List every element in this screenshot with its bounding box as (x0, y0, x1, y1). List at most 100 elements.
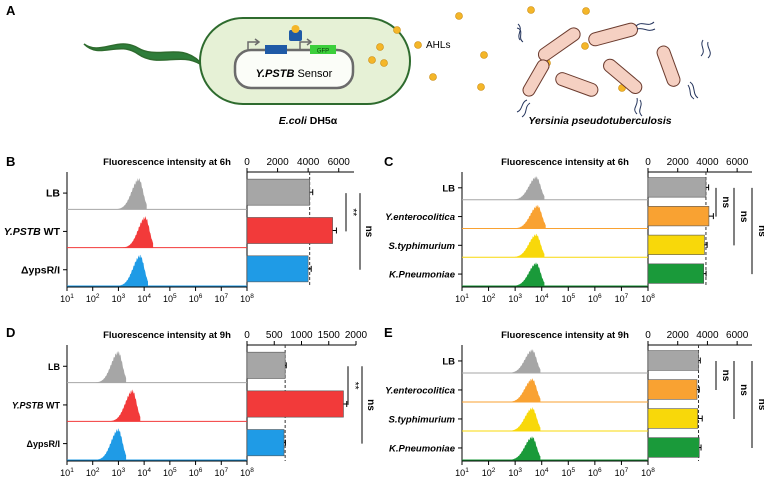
panel-title: Fluorescence intensity at 6h (103, 157, 231, 168)
category-label: LB (442, 183, 455, 194)
histogram-peak (507, 176, 545, 200)
bar (647, 206, 710, 227)
hist-tick-label: 106 (189, 293, 203, 304)
category-label: K.Pneumoniae (389, 443, 456, 454)
significance-label: ns (363, 226, 374, 238)
bar-tick-label: 4000 (297, 157, 320, 168)
panel-letter-d: D (6, 325, 15, 340)
category-label: ΔypsR/I (21, 264, 60, 276)
hist-tick-label: 105 (561, 467, 575, 478)
hist-tick-label: 104 (535, 293, 549, 304)
hist-tick-label: 104 (535, 467, 549, 478)
panel-d: D 101 102 103 104 105 106 107 108 0 500 1000 1500 200… (6, 325, 376, 478)
significance-label: ns (738, 384, 749, 396)
histogram-peak (507, 262, 545, 286)
hist-tick-label: 106 (588, 467, 602, 478)
hist-tick-label: 102 (86, 467, 100, 478)
bar (647, 177, 707, 198)
ahl-icon (581, 42, 589, 50)
significance-label: ns (720, 196, 731, 208)
histogram-peak (90, 428, 127, 460)
hist-tick-label: 103 (508, 293, 522, 304)
ahl-icon (380, 59, 388, 67)
category-label: LB (48, 362, 60, 372)
histogram-peak (503, 436, 541, 460)
panel-b: B 101 102 103 104 105 106 107 108 0 2000 4000 6000 Fl… (4, 154, 374, 304)
hist-tick-label: 102 (482, 467, 496, 478)
bar-tick-label: 4000 (696, 330, 719, 341)
yersinia-label: Yersinia pseudotuberculosis (528, 115, 671, 127)
ahl-icon (582, 7, 590, 15)
bar-tick-label: 0 (244, 157, 250, 168)
panel-letter-c: C (384, 154, 394, 169)
plasmid-icon (233, 48, 355, 90)
category-label: LB (46, 188, 60, 200)
significance-label: ns (756, 225, 764, 237)
hist-tick-label: 102 (482, 293, 496, 304)
histogram-peak (507, 233, 545, 258)
ahl-icon (480, 51, 488, 59)
bar (246, 255, 309, 283)
category-label: K.Pneumoniae (389, 270, 456, 281)
category-label: LB (442, 356, 455, 367)
significance-label: ns (365, 399, 376, 411)
promoter-icon (247, 38, 261, 50)
histogram-peak (112, 254, 148, 286)
ahl-icon (368, 56, 376, 64)
bar (246, 390, 344, 418)
bar (246, 178, 310, 206)
histogram-peak (503, 407, 541, 431)
panel-e: E 101 102 103 104 105 106 107 108 0 2000 4000 6000 Fl… (384, 325, 764, 478)
histogram-peak (104, 389, 141, 422)
category-label: ΔypsR/I (27, 439, 60, 449)
bar (647, 437, 700, 458)
yersinia-cells (522, 22, 681, 97)
histogram-peak (117, 216, 154, 248)
bacterium-icon (588, 22, 638, 47)
ahl-icon (393, 26, 401, 34)
histogram-peak (508, 204, 546, 229)
ahl-molecules (368, 6, 626, 92)
sensor-label: Y.PSTB Sensor (256, 68, 333, 80)
hist-tick-label: 107 (214, 467, 228, 478)
hist-tick-label: 107 (615, 467, 629, 478)
hist-tick-label: 102 (86, 293, 100, 304)
bar-tick-label: 2000 (345, 330, 368, 341)
hist-tick-label: 103 (508, 467, 522, 478)
category-label: S.typhimurium (388, 414, 455, 425)
bacterium-icon (555, 72, 599, 97)
promoter-icon (299, 38, 313, 50)
panel-c: C 101 102 103 104 105 106 107 108 0 2000 4000 6000 Fl… (384, 154, 764, 304)
bar-tick-label: 6000 (328, 157, 351, 168)
hist-tick-label: 103 (112, 467, 126, 478)
ahl-icon (429, 73, 437, 81)
yersinia-flagella (516, 21, 711, 118)
hist-tick-label: 101 (60, 293, 74, 304)
category-label: Y.PSTB WT (12, 400, 61, 410)
flow-cytometry-panels: B 101 102 103 104 105 106 107 108 0 2000 4000 6000 Fl… (4, 154, 764, 478)
bar (647, 234, 705, 255)
category-label: Y.enterocolitica (385, 212, 455, 223)
bacterium-icon (537, 27, 581, 62)
category-label: Y.PSTB WT (4, 226, 61, 238)
significance-label: ** (347, 208, 358, 216)
histogram-peak (110, 178, 147, 210)
significance-label: ns (756, 399, 764, 411)
bar-tick-label: 0 (645, 157, 651, 168)
hist-tick-label: 101 (455, 467, 469, 478)
hist-tick-label: 107 (214, 293, 228, 304)
gfp-gene-icon (310, 45, 336, 54)
hist-tick-label: 103 (112, 293, 126, 304)
gfp-label: GFP (317, 49, 329, 55)
bar (246, 429, 285, 457)
luxr-gene-icon (265, 45, 287, 54)
bar (246, 351, 286, 379)
bar-tick-label: 4000 (696, 157, 719, 168)
panel-letter-a: A (6, 3, 16, 18)
histogram-peak (503, 349, 541, 373)
hist-tick-label: 104 (137, 293, 151, 304)
hist-tick-label: 106 (189, 467, 203, 478)
bacterium-icon (603, 58, 643, 94)
bar-tick-label: 500 (266, 330, 283, 341)
